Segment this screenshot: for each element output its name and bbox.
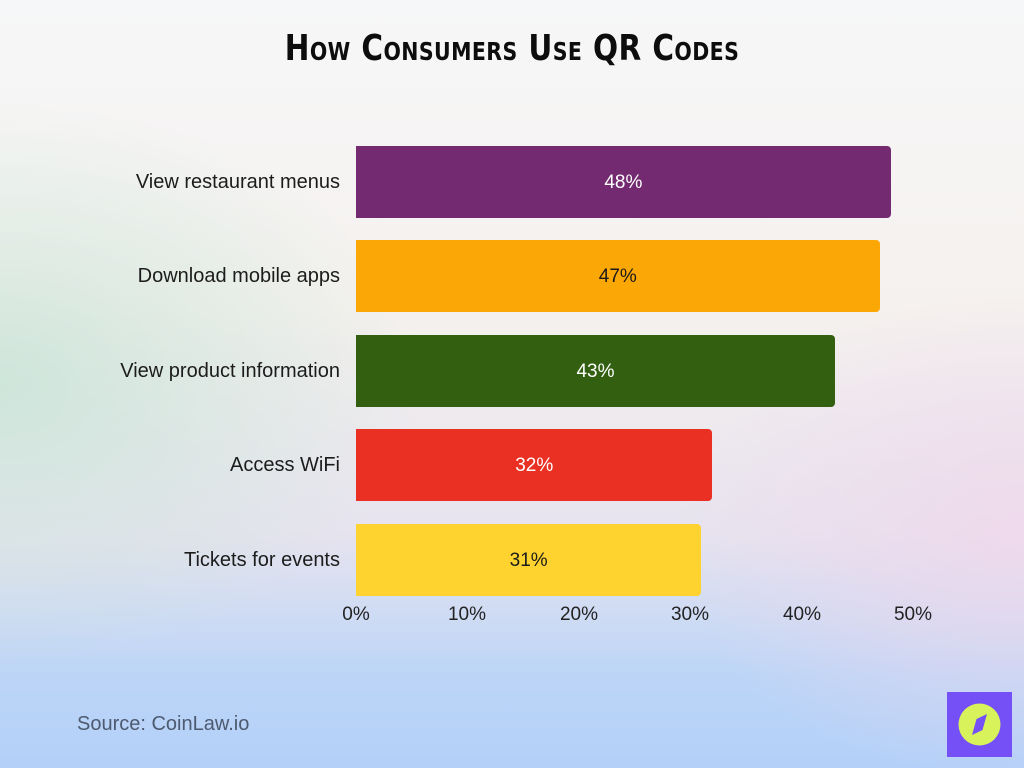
bar-view-product-information [356,335,836,407]
source-caption: Source: CoinLaw.io [77,713,250,735]
category-label: Tickets for events [184,549,340,571]
category-label: View product information [120,360,340,382]
bar-tickets-for-events [356,524,702,596]
bar-value-label: 43% [576,361,615,382]
category-label: Access WiFi [230,454,340,476]
x-tick: 40% [782,604,822,625]
chart-title: How Consumers Use QR Codes [284,28,740,69]
bar-value-label: 32% [515,455,554,476]
bar-value-label: 48% [604,172,643,193]
compass-icon [958,703,1001,746]
x-tick: 20% [559,604,599,625]
bar-download-mobile-apps [356,240,880,312]
category-label: View restaurant menus [135,171,340,193]
bar-value-label: 47% [598,266,637,287]
x-tick: 30% [670,604,710,625]
category-label: Download mobile apps [137,265,340,287]
bar-access-wifi [356,429,713,501]
x-tick: 10% [447,604,487,625]
x-tick: 50% [893,604,933,625]
brand-logo [947,692,1012,757]
bar-view-restaurant-menus [356,146,891,218]
x-tick: 0% [342,604,370,625]
bar-value-label: 31% [509,550,548,571]
